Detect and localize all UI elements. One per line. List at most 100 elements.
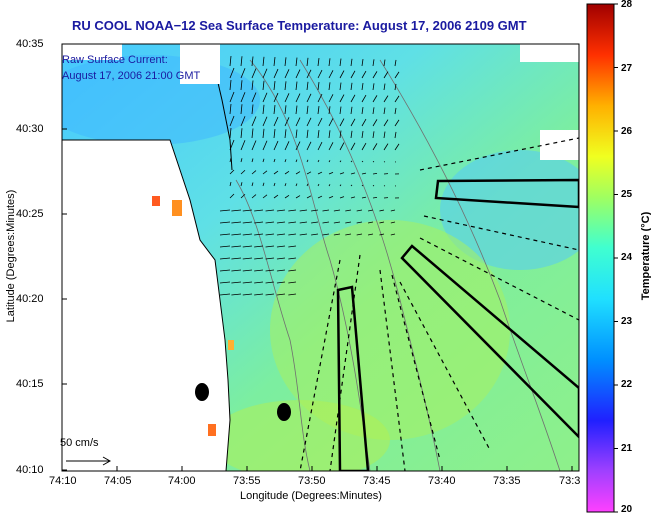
current-vector [288, 257, 297, 260]
current-vector [273, 158, 276, 163]
current-timestamp: August 17, 2006 21:00 GMT [62, 70, 201, 82]
colorbar-tick-label: 20 [621, 504, 633, 515]
current-vector [276, 245, 286, 248]
current-vector [317, 106, 320, 115]
current-vector [383, 107, 386, 115]
current-vector [276, 269, 286, 272]
current-vector [273, 128, 276, 139]
current-vector [356, 233, 363, 236]
current-vector [333, 209, 341, 212]
current-vector [229, 103, 232, 115]
current-vector [328, 130, 331, 139]
current-vector [251, 56, 254, 67]
current-vector [306, 171, 312, 175]
current-vector [251, 104, 254, 115]
current-vector [299, 233, 308, 236]
current-vector [265, 245, 275, 248]
current-vector [254, 221, 264, 224]
current-vector [339, 106, 342, 115]
current-vector [306, 105, 309, 115]
current-vector [231, 269, 242, 272]
current-vector [350, 58, 353, 67]
current-vector [254, 245, 264, 248]
colorbar-tick-label: 26 [621, 126, 633, 137]
current-vector [276, 209, 286, 212]
x-tick-label: 74:05 [104, 475, 132, 487]
current-vector [361, 172, 367, 175]
current-vector [317, 141, 323, 151]
current-vector [262, 140, 268, 151]
current-vector [339, 118, 345, 127]
current-vector [242, 281, 253, 284]
current-vector [317, 195, 323, 199]
current-vector [350, 94, 356, 103]
current-vector [339, 184, 342, 187]
current-vector [251, 158, 254, 163]
current-vector [339, 82, 342, 91]
current-vector [288, 293, 297, 296]
current-vector [361, 160, 364, 163]
current-vector [273, 80, 276, 91]
current-vector [383, 71, 389, 79]
current-vector [240, 104, 243, 115]
current-vector [350, 184, 353, 187]
current-vector [265, 221, 275, 224]
current-vector [251, 68, 257, 79]
colorbar-title: Temperature (°C) [640, 211, 651, 301]
current-vector [284, 170, 290, 175]
current-vector [276, 233, 286, 236]
current-vector [361, 142, 367, 151]
current-vector [394, 59, 397, 67]
current-vector [284, 117, 290, 127]
current-vector [311, 233, 319, 236]
current-vector [372, 131, 375, 139]
current-vector [390, 233, 396, 236]
current-vectors [219, 55, 400, 296]
current-vector [229, 79, 232, 91]
current-vector [295, 171, 301, 175]
current-vector [306, 159, 309, 163]
colorbar-tick-label: 24 [621, 252, 633, 263]
current-vector [251, 80, 254, 91]
current-vector [367, 233, 374, 236]
current-vector [306, 69, 312, 79]
current-vector [295, 183, 298, 187]
cool-patch [62, 55, 260, 145]
warm-pixel [228, 340, 234, 350]
missing-data-ne [520, 44, 579, 62]
current-vector [219, 281, 231, 284]
current-vector [288, 221, 297, 224]
current-vector [328, 82, 331, 91]
land-mass [62, 139, 231, 471]
current-vector [229, 91, 235, 103]
current-vector [229, 67, 235, 79]
current-vector [361, 131, 364, 139]
current-vector [262, 128, 265, 139]
current-vector [229, 181, 232, 187]
current-vector [390, 209, 396, 212]
current-vector [372, 161, 375, 163]
current-vector [356, 221, 363, 224]
current-vector [350, 160, 353, 163]
x-tick-label: 74:00 [168, 475, 196, 487]
current-vector [390, 221, 396, 224]
current-vector [367, 221, 374, 224]
warm-patch [270, 220, 510, 440]
current-vector [339, 58, 342, 67]
current-vector [229, 193, 235, 199]
current-vector [361, 83, 364, 91]
current-vector [219, 233, 231, 236]
current-vector [328, 184, 331, 187]
current-vector [322, 209, 330, 212]
y-tick-label: 40:20 [16, 293, 44, 305]
current-vector [350, 118, 356, 127]
current-vector [240, 80, 243, 91]
current-vector [379, 209, 385, 212]
current-vector [361, 59, 364, 67]
current-vector [345, 209, 352, 212]
current-vector [251, 170, 257, 175]
current-vector [262, 182, 265, 187]
sampling-sector [336, 285, 370, 471]
colorbar-tick-label: 27 [621, 63, 633, 74]
current-vector [254, 233, 264, 236]
